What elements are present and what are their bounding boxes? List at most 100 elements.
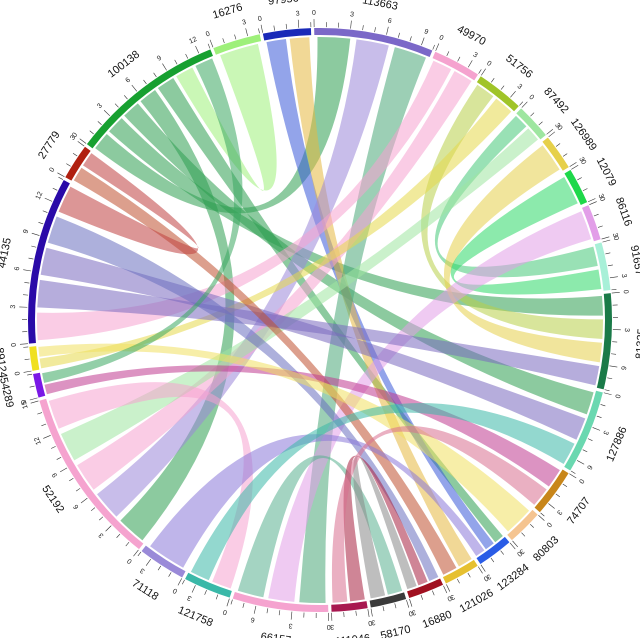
tick-mark [137, 551, 142, 557]
segment-label-16880: 16880 [421, 609, 454, 631]
tick-mark [443, 585, 448, 594]
segment-label-51756: 51756 [503, 53, 534, 81]
tick-mark [204, 590, 207, 595]
tick-mark [420, 594, 424, 600]
tick-mark [604, 389, 610, 392]
segment-arc-16276 [213, 34, 262, 55]
tick-label: 0 [71, 132, 79, 139]
segment-arc-127886 [564, 390, 603, 471]
segment-arc-81325 [596, 293, 613, 390]
tick-mark [41, 423, 47, 427]
tick-mark [123, 95, 128, 100]
segment-label-58170: 58170 [379, 623, 412, 638]
tick-label: 0 [222, 608, 228, 616]
tick-label: 3 [577, 156, 585, 163]
tick-mark [491, 78, 495, 83]
ribbon-44135-16880 [47, 216, 439, 582]
tick-mark [153, 72, 157, 78]
tick-label: 3 [611, 232, 619, 238]
tick-label: 0 [482, 574, 489, 582]
tick-mark [245, 28, 248, 37]
tick-mark [125, 542, 130, 547]
tick-label: 3 [597, 193, 605, 199]
segment-label-81325: 81325 [634, 328, 640, 359]
tick-mark [582, 449, 588, 453]
tick-mark [571, 165, 579, 170]
ribbon-113663-66157 [299, 47, 426, 604]
tick-label: 9 [22, 229, 30, 235]
tick-label: 9 [156, 55, 163, 63]
tick-label: 0 [612, 236, 620, 242]
tick-mark [297, 19, 300, 28]
tick-label: 0 [545, 521, 553, 529]
tick-label: 3 [516, 83, 524, 91]
tick-mark [394, 603, 397, 609]
tick-mark [103, 110, 111, 117]
tick-mark [596, 415, 602, 418]
tick-label: 6 [125, 77, 132, 85]
tick-mark [185, 53, 189, 59]
tick-mark [80, 497, 88, 504]
segment-arc-80803 [507, 509, 538, 541]
segment-arc-51756 [476, 76, 519, 112]
tick-mark [145, 558, 151, 566]
tick-mark [587, 198, 596, 203]
tick-label: 0 [515, 549, 523, 557]
tick-mark [607, 264, 613, 267]
tick-mark [355, 610, 357, 616]
tick-label: 0 [446, 594, 453, 602]
tick-label: 0 [312, 10, 316, 17]
segment-label-12079: 12079 [594, 156, 619, 189]
tick-mark [538, 121, 543, 126]
segment-arc-58170 [369, 592, 407, 608]
segment-label-52192: 52192 [39, 483, 66, 515]
ribbon-44135-127886 [40, 247, 586, 440]
ribbon-111046-16880 [343, 455, 428, 602]
segment-arc-44135 [28, 180, 70, 344]
segment-label-113663: 113663 [361, 0, 398, 13]
tick-label: 0 [438, 34, 444, 42]
tick-mark [406, 599, 410, 608]
tick-mark [446, 51, 450, 56]
tick-label: 6 [250, 615, 255, 623]
tick-mark [42, 210, 48, 213]
tick-mark [31, 232, 40, 236]
tick-mark [600, 404, 606, 407]
tick-mark [500, 550, 504, 555]
tick-mark [24, 358, 30, 360]
ribbon-89124-80803 [38, 343, 530, 532]
segment-label-97956: 97956 [267, 0, 299, 8]
tick-mark [29, 397, 38, 401]
ticks-layer: 0 369030303030303030360360303030303030303… [10, 10, 630, 630]
tick-mark [31, 245, 37, 248]
segment-arc-126989 [542, 137, 569, 171]
segment-label-86116: 86116 [613, 196, 634, 228]
tick-mark [207, 43, 211, 49]
tick-mark [540, 512, 545, 517]
tick-mark [597, 225, 603, 228]
tick-mark [602, 239, 611, 243]
tick-mark [611, 289, 617, 291]
ribbon-71118-123284 [150, 434, 485, 568]
tick-label: 0 [14, 371, 22, 376]
tick-label: 3 [10, 304, 17, 308]
tick-label: 9 [51, 471, 59, 478]
tick-mark [409, 36, 412, 42]
tick-label: 0 [367, 619, 372, 627]
tick-label: 3 [553, 122, 561, 130]
tick-mark [529, 523, 534, 528]
ribbon-97956-123284 [266, 39, 494, 550]
tick-mark [562, 153, 568, 157]
tick-mark [24, 282, 30, 284]
tick-mark [131, 84, 138, 92]
segment-label-80803: 80803 [531, 534, 561, 564]
tick-mark [168, 572, 172, 577]
tick-label: 9 [423, 28, 429, 36]
segment-arc-91657 [594, 242, 611, 291]
ribbon-113663-52192 [97, 39, 389, 517]
tick-mark [215, 594, 219, 600]
tick-mark [467, 572, 471, 578]
tick-mark [609, 276, 618, 279]
tick-mark [278, 610, 281, 616]
tick-label: 0 [257, 15, 262, 23]
